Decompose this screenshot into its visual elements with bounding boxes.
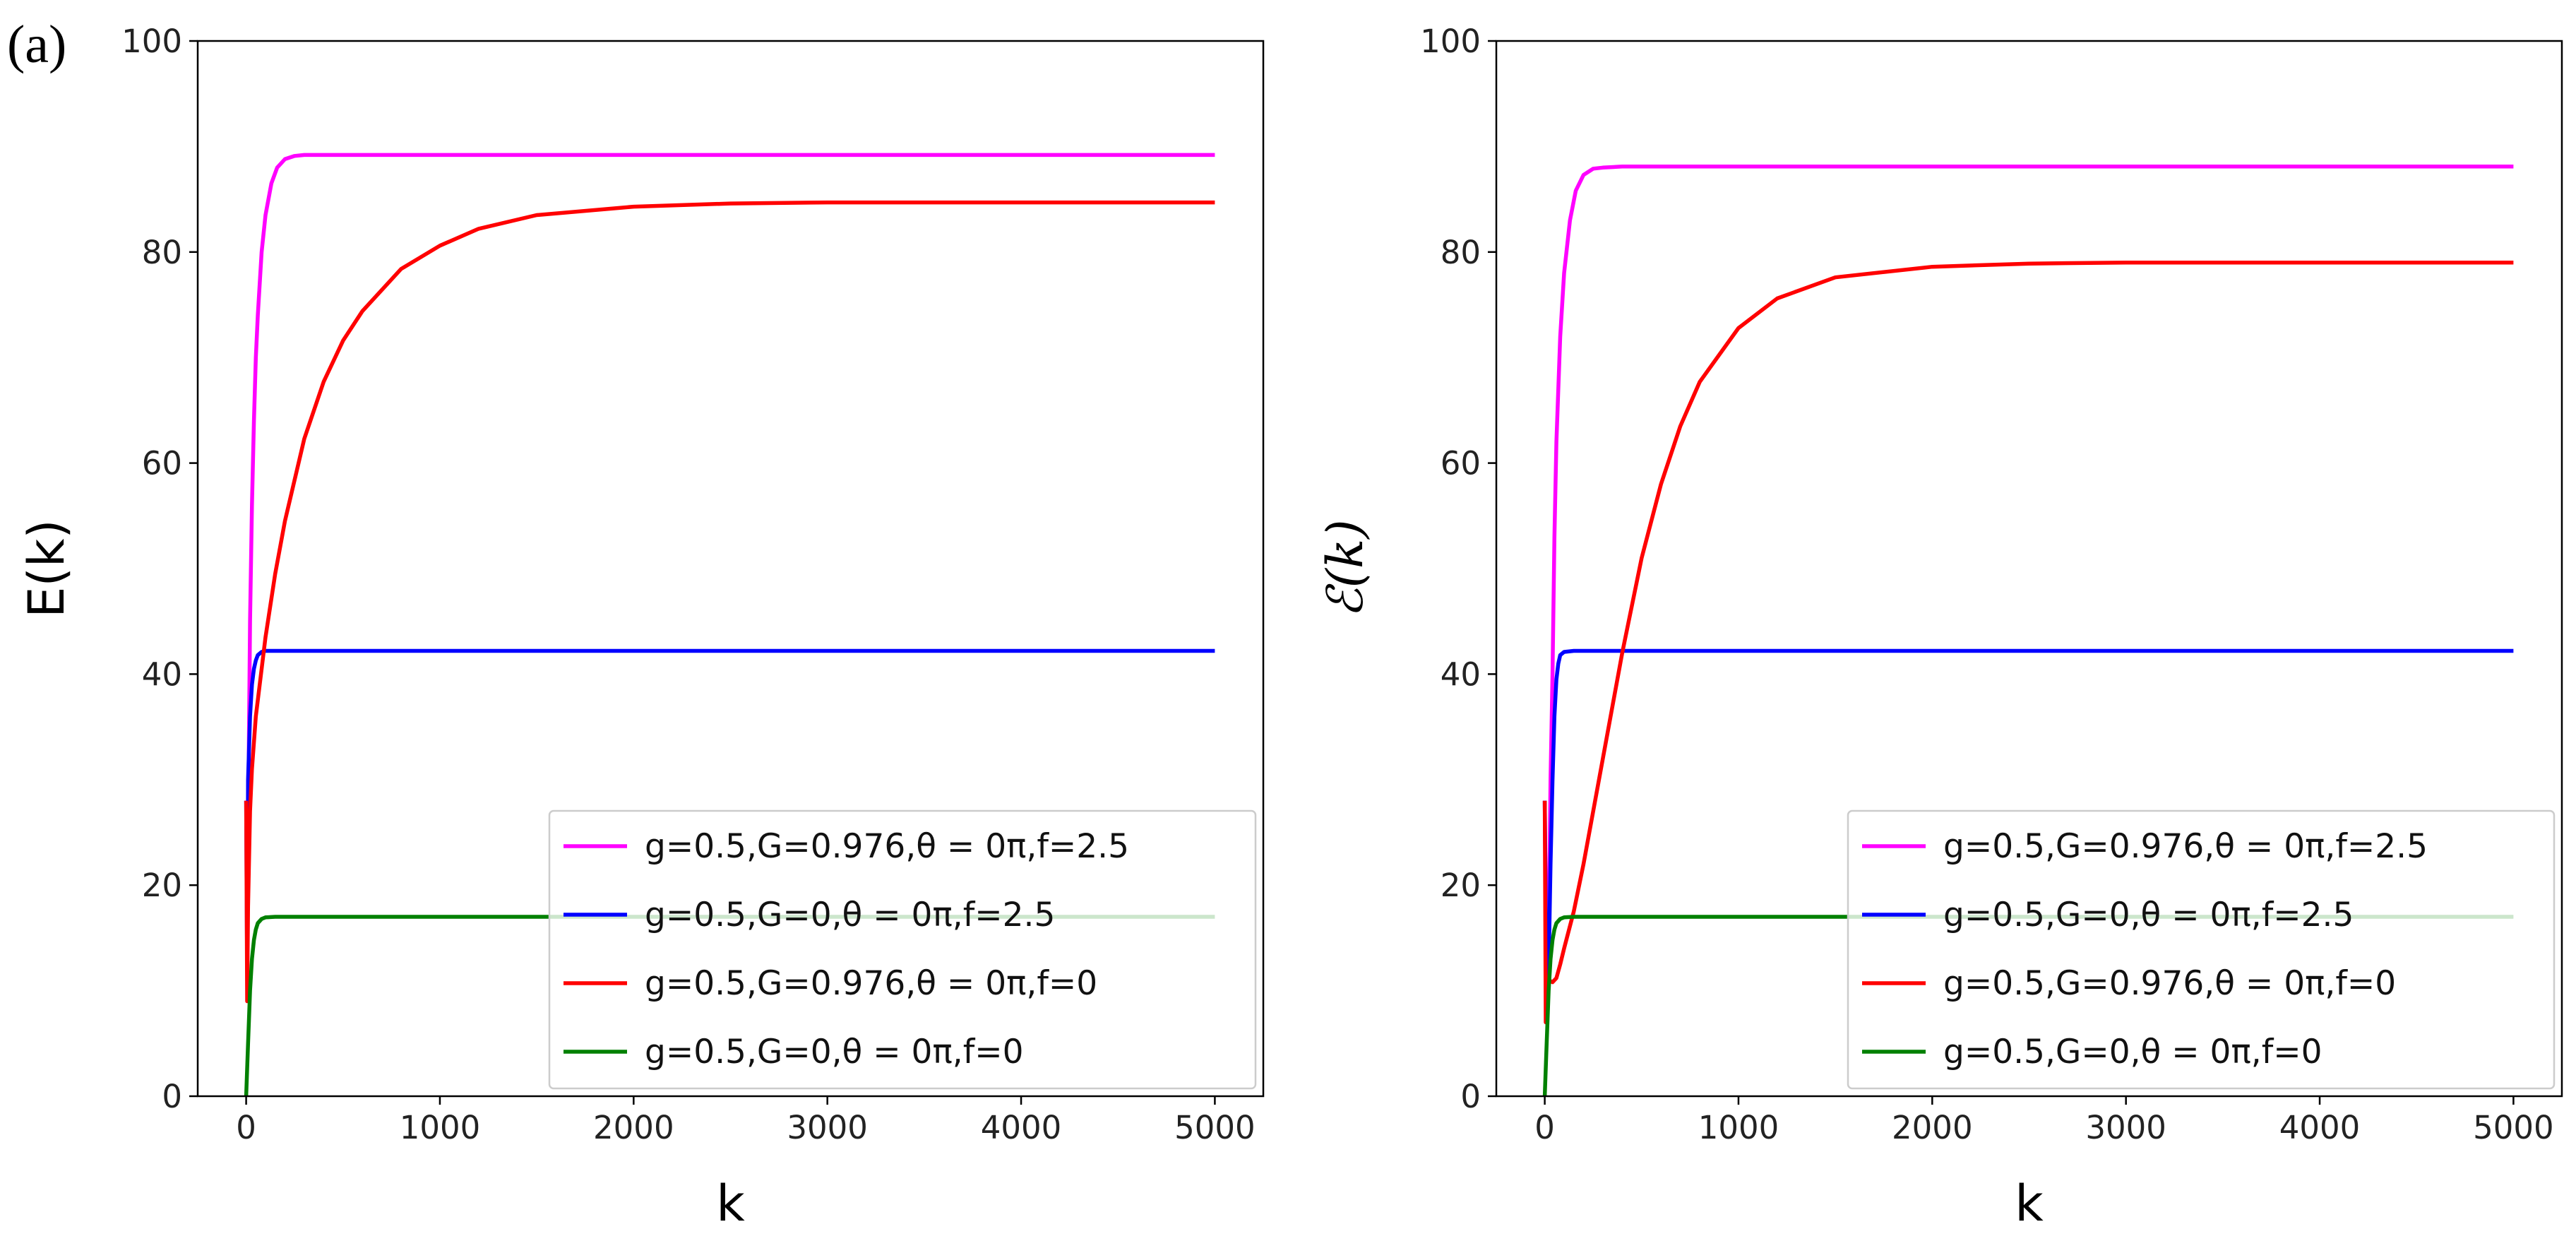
legend-label-1: g=0.5,G=0,θ = 0π,f=2.5: [1943, 896, 2354, 934]
x-tick-label: 2000: [1892, 1109, 1973, 1146]
legend-label-2: g=0.5,G=0.976,θ = 0π,f=0: [1943, 964, 2396, 1003]
legend-label-1: g=0.5,G=0,θ = 0π,f=2.5: [645, 896, 1055, 934]
series-line-0: [244, 153, 1215, 835]
y-tick-label: 80: [1441, 234, 1481, 271]
x-tick-label: 5000: [1174, 1109, 1256, 1146]
y-tick-label: 80: [142, 234, 182, 271]
x-axis-label: k: [2015, 1175, 2044, 1233]
x-tick-label: 5000: [2473, 1109, 2554, 1146]
panel-label: (a): [7, 15, 66, 74]
legend-box: [548, 809, 1257, 1090]
axes-frame: [1495, 40, 2563, 1098]
legend-label-0: g=0.5,G=0.976,θ = 0π,f=2.5: [645, 827, 1129, 866]
series-line-2: [244, 200, 1215, 1004]
x-tick-label: 3000: [787, 1109, 868, 1146]
series-lines: [1542, 165, 2514, 1097]
legend-box: [1847, 809, 2556, 1090]
x-tick-label: 1000: [1698, 1109, 1779, 1146]
legend: g=0.5,G=0.976,θ = 0π,f=2.5 g=0.5,G=0,θ = …: [1847, 809, 2556, 1090]
y-tick-label: 0: [1460, 1078, 1481, 1115]
series-line-1: [1542, 648, 2514, 1014]
legend: g=0.5,G=0.976,θ = 0π,f=2.5 g=0.5,G=0,θ = …: [548, 809, 1257, 1090]
x-axis-label: k: [716, 1175, 745, 1233]
x-tick-label: 0: [1534, 1109, 1555, 1146]
legend-label-0: g=0.5,G=0.976,θ = 0π,f=2.5: [1943, 827, 2428, 866]
y-tick-label: 60: [1441, 445, 1481, 482]
chart-left: 0 1000 2000 3000 4000 5000 0 20 40 60 80 100 k E(k) g=…: [18, 23, 1265, 1233]
x-tick-label: 0: [236, 1109, 256, 1146]
x-tick-label: 1000: [400, 1109, 481, 1146]
x-tick-label: 2000: [593, 1109, 674, 1146]
legend-label-3: g=0.5,G=0,θ = 0π,f=0: [645, 1033, 1024, 1071]
x-tick-label: 4000: [981, 1109, 1062, 1146]
y-axis-label: ℰ(k): [1316, 519, 1374, 617]
y-tick-label: 40: [142, 655, 182, 693]
legend-label-3: g=0.5,G=0,θ = 0π,f=0: [1943, 1033, 2322, 1071]
y-tick-label: 0: [162, 1078, 182, 1115]
series-line-0: [1542, 165, 2514, 993]
x-tick-label: 3000: [2085, 1109, 2166, 1146]
series-line-2: [1542, 260, 2514, 1025]
y-tick-label: 20: [142, 867, 182, 904]
y-tick-label: 20: [1441, 867, 1481, 904]
y-tick-label: 60: [142, 445, 182, 482]
axes-frame: [196, 40, 1265, 1098]
y-tick-label: 40: [1441, 655, 1481, 693]
y-axis-label: E(k): [18, 519, 76, 617]
y-tick-label: 100: [1420, 23, 1481, 60]
y-tick-label: 100: [121, 23, 182, 60]
chart-right: 0 1000 2000 3000 4000 5000 0 20 40 60 80 100 k ℰ(k) g=…: [1316, 23, 2563, 1233]
x-tick-label: 4000: [2279, 1109, 2361, 1146]
legend-label-2: g=0.5,G=0.976,θ = 0π,f=0: [645, 964, 1097, 1003]
